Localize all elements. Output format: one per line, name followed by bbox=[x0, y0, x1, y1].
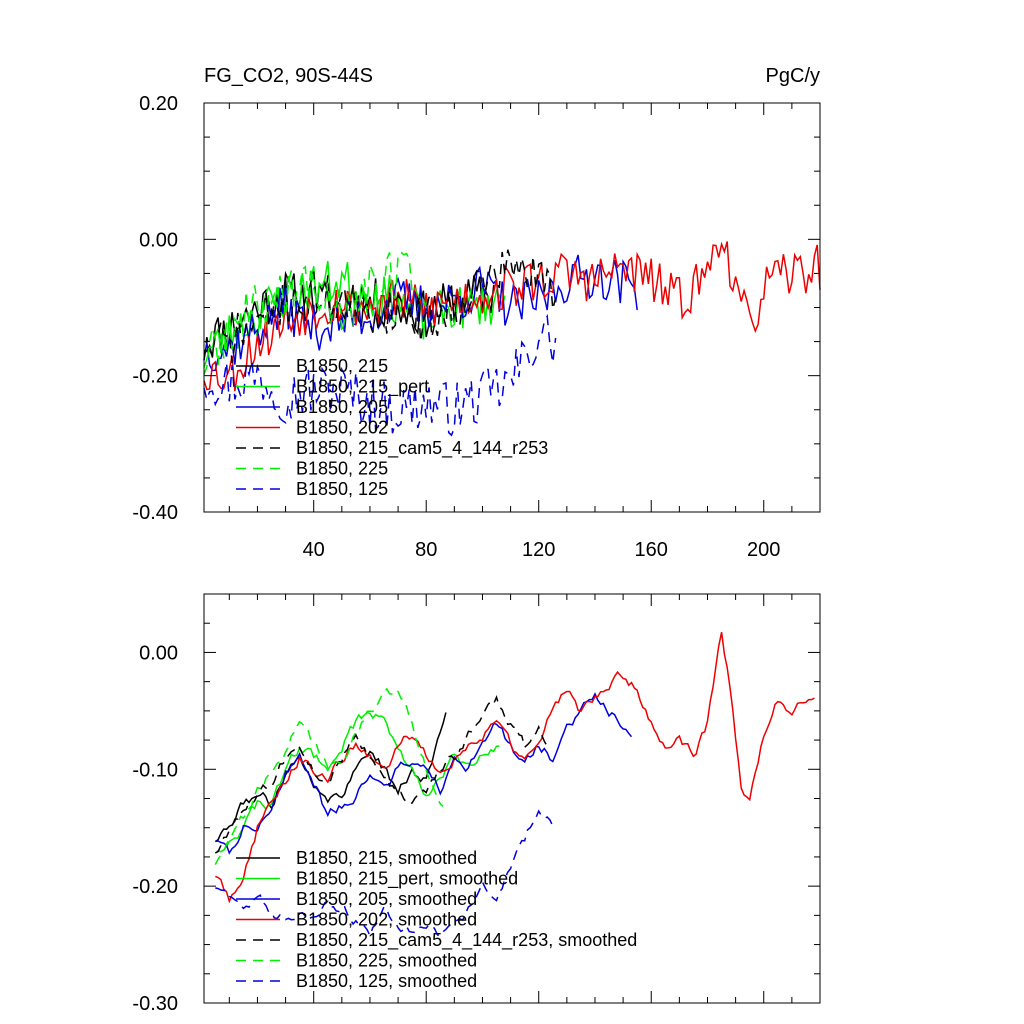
top-series-group bbox=[203, 241, 821, 437]
bottom-axes: 0.00 -0.10 -0.20 -0.30 bbox=[132, 593, 821, 1015]
series-line-bottom-3 bbox=[215, 632, 815, 904]
y-tick-label: -0.10 bbox=[132, 759, 178, 781]
top-panel: FG_CO2, 90S-44S PgC/y 40 80 120 160 200 0.20 0… bbox=[132, 65, 821, 561]
series-line-bottom-4 bbox=[214, 695, 551, 854]
legend-label: B1850, 215_pert, smoothed bbox=[296, 869, 518, 890]
legend-label: B1850, 215_cam5_4_144_r253 bbox=[296, 438, 548, 459]
series-line-top-6 bbox=[203, 313, 557, 437]
legend-label: B1850, 205 bbox=[296, 397, 388, 417]
legend-label: B1850, 205, smoothed bbox=[296, 889, 477, 909]
bottom-panel: 0.00 -0.10 -0.20 -0.30 B1850, 215, smoothed… bbox=[132, 593, 821, 1015]
legend-label: B1850, 202 bbox=[296, 418, 388, 438]
legend-label: B1850, 215_pert bbox=[296, 377, 429, 398]
series-line-bottom-6 bbox=[215, 809, 554, 938]
y-tick-label: 0.00 bbox=[139, 642, 178, 664]
y-tick-label: 0.00 bbox=[139, 229, 178, 251]
y-tick-label: -0.30 bbox=[132, 993, 178, 1015]
y-tick-label: -0.20 bbox=[132, 366, 178, 388]
x-tick-label: 200 bbox=[747, 539, 780, 561]
legend-label: B1850, 125 bbox=[296, 479, 388, 499]
legend-label: B1850, 202, smoothed bbox=[296, 910, 477, 930]
x-tick-label: 40 bbox=[303, 539, 325, 561]
legend-label: B1850, 125, smoothed bbox=[296, 971, 477, 991]
bottom-series-group bbox=[214, 632, 815, 938]
series-line-bottom-2 bbox=[215, 692, 633, 855]
legend-label: B1850, 225, smoothed bbox=[296, 951, 477, 971]
x-tick-label: 80 bbox=[415, 539, 437, 561]
legend-label: B1850, 215_cam5_4_144_r253, smoothed bbox=[296, 930, 637, 951]
y-tick-label: -0.20 bbox=[132, 876, 178, 898]
series-line-top-2 bbox=[203, 254, 638, 372]
top-axes: 40 80 120 160 200 0.20 0.00 -0.20 -0.40 bbox=[132, 93, 821, 561]
series-line-top-4 bbox=[203, 249, 557, 364]
series-line-top-3 bbox=[203, 241, 821, 392]
series-line-top-5 bbox=[203, 250, 427, 375]
series-line-bottom-0 bbox=[214, 712, 447, 843]
legend-label: B1850, 225 bbox=[296, 459, 388, 479]
series-line-bottom-1 bbox=[214, 711, 500, 854]
legend-label: B1850, 215, smoothed bbox=[296, 848, 477, 868]
y-tick-label: -0.40 bbox=[132, 502, 178, 524]
x-tick-label: 120 bbox=[522, 539, 555, 561]
y-tick-label: 0.20 bbox=[139, 93, 178, 115]
top-panel-title: FG_CO2, 90S-44S bbox=[204, 65, 373, 87]
x-tick-label: 160 bbox=[635, 539, 668, 561]
legend-label: B1850, 215 bbox=[296, 356, 388, 376]
top-panel-units: PgC/y bbox=[766, 65, 820, 87]
